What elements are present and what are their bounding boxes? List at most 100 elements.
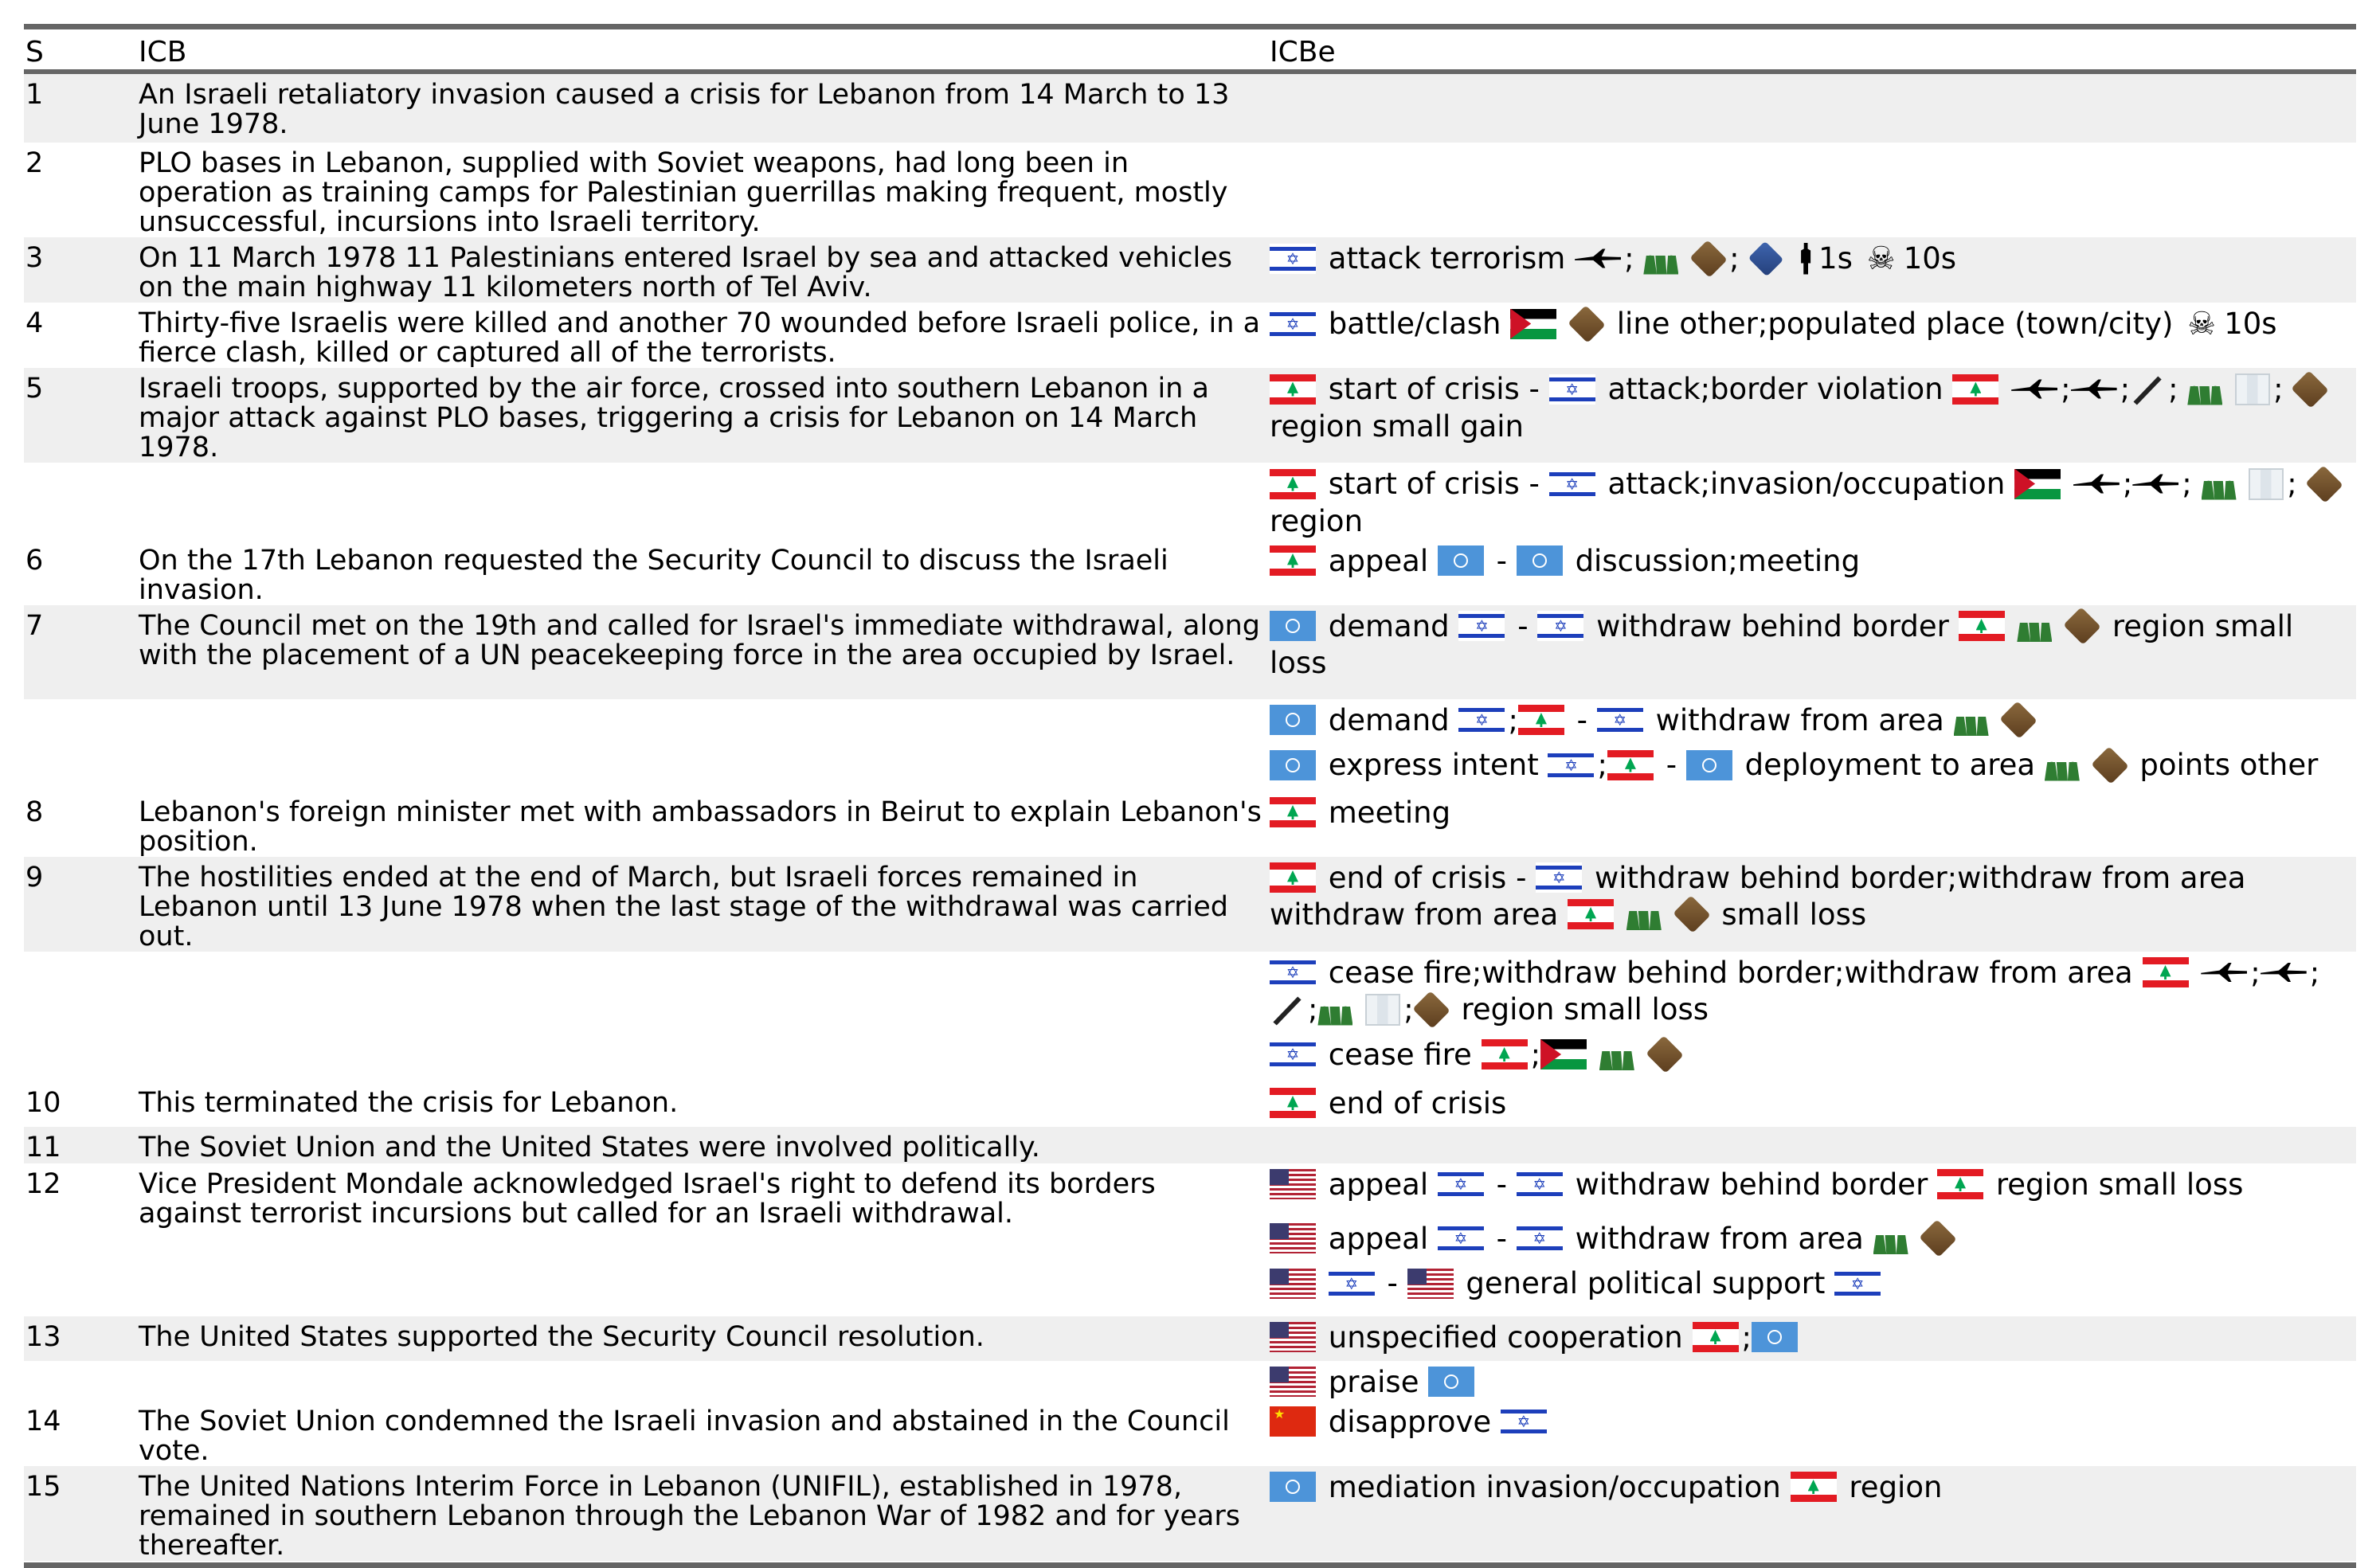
event-entry: - general political support bbox=[1270, 1265, 2353, 1302]
separator: ; bbox=[2168, 372, 2178, 406]
icbe-cell: start of crisis - attack;border violatio… bbox=[1268, 368, 2356, 463]
separator: - bbox=[1666, 748, 1677, 782]
missile-icon bbox=[2133, 376, 2162, 405]
land-icon bbox=[1568, 304, 1606, 343]
flag-un-icon bbox=[1270, 611, 1316, 641]
event-entry: demand - withdraw behind border region s… bbox=[1270, 607, 2353, 682]
flag-israel-icon bbox=[1328, 1268, 1375, 1299]
flag-israel-icon bbox=[1516, 1223, 1563, 1253]
flag-un-icon bbox=[1437, 545, 1484, 576]
icb-text: The United States supported the Security… bbox=[137, 1316, 1268, 1361]
flag-lebanon-icon bbox=[1517, 705, 1564, 735]
header-icb: ICB bbox=[139, 36, 187, 68]
event-text: cease fire bbox=[1328, 1037, 1472, 1072]
icbe-cell: demand - withdraw behind border region s… bbox=[1268, 604, 2356, 699]
event-text: region small loss bbox=[1270, 608, 2294, 681]
icb-text: The hostilities ended at the end of Marc… bbox=[137, 856, 1268, 952]
skull-icon: ☠ bbox=[2187, 305, 2217, 342]
separator: ; bbox=[1729, 241, 1740, 276]
icbe-cell: mediation invasion/occupation region bbox=[1268, 1465, 2356, 1561]
separator: - bbox=[1576, 702, 1588, 737]
flag-usa-icon bbox=[1407, 1268, 1454, 1299]
soldiers-icon bbox=[1317, 1006, 1353, 1026]
event-text: battle/clash bbox=[1328, 307, 1501, 341]
flag-israel-icon bbox=[1270, 1039, 1316, 1069]
separator: ; bbox=[1597, 748, 1607, 782]
table-row: 11 The Soviet Union and the United State… bbox=[24, 1126, 2356, 1163]
flag-palestine-icon bbox=[2014, 468, 2061, 499]
event-text: withdraw behind border bbox=[1596, 608, 1949, 643]
icbe-cell bbox=[1268, 143, 2356, 237]
flag-usa-icon bbox=[1270, 1169, 1316, 1199]
icbe-cell: end of crisis bbox=[1268, 1082, 2356, 1127]
icbe-cell: battle/clash line other;populated place … bbox=[1268, 303, 2356, 368]
event-text: attack terrorism bbox=[1328, 241, 1566, 276]
row-number bbox=[24, 952, 137, 1082]
separator: ; bbox=[1741, 1320, 1752, 1355]
event-text: unspecified cooperation bbox=[1328, 1320, 1683, 1355]
event-text: appeal bbox=[1328, 543, 1429, 578]
flag-lebanon-icon bbox=[1952, 373, 1999, 405]
event-text: end of crisis bbox=[1328, 1085, 1507, 1120]
land-icon bbox=[2090, 745, 2129, 784]
flag-israel-icon bbox=[1270, 243, 1316, 274]
flag-usa-icon bbox=[1270, 1367, 1316, 1397]
table-row: 4 Thirty-five Israelis were killed and a… bbox=[24, 303, 2356, 368]
flag-israel-icon bbox=[1548, 468, 1595, 499]
table-row: 14 The Soviet Union condemned the Israel… bbox=[24, 1401, 2356, 1466]
event-text: withdraw behind border bbox=[1575, 1167, 1928, 1202]
event-text: attack;border violation bbox=[1607, 372, 1944, 406]
separator: ; bbox=[2122, 467, 2133, 501]
casualty-count: 10s bbox=[1903, 241, 1957, 276]
soldiers-icon bbox=[2187, 385, 2223, 405]
flag-un-icon bbox=[1270, 749, 1316, 780]
icb-text: Thirty-five Israelis were killed and ano… bbox=[139, 307, 1261, 369]
row-number: 15 bbox=[24, 1465, 137, 1561]
table-row: start of crisis - attack;invasion/occupa… bbox=[24, 463, 2356, 540]
row-number: 1 bbox=[24, 74, 137, 143]
table-row: 15 The United Nations Interim Force in L… bbox=[24, 1465, 2356, 1561]
soldiers-icon bbox=[1953, 717, 1989, 736]
separator: - bbox=[1517, 608, 1529, 643]
event-entry: cease fire;withdraw behind border;withdr… bbox=[1270, 955, 2353, 1029]
missile-icon bbox=[1273, 996, 1302, 1026]
icb-text: The Soviet Union condemned the Israeli i… bbox=[139, 1405, 1230, 1467]
icbe-cell: appeal - discussion;meeting bbox=[1268, 540, 2356, 605]
event-text: demand bbox=[1328, 608, 1450, 643]
flag-un-icon bbox=[1270, 705, 1316, 735]
row-number: 5 bbox=[24, 368, 137, 463]
flag-lebanon-icon bbox=[1270, 545, 1316, 576]
flag-china-icon bbox=[1270, 1406, 1316, 1437]
icbe-cell: attack terrorism ; ; 1s ☠10s bbox=[1268, 237, 2356, 303]
flag-usa-icon bbox=[1270, 1322, 1316, 1352]
soldiers-icon bbox=[1873, 1235, 1908, 1254]
event-text: cease fire;withdraw behind border;withdr… bbox=[1328, 955, 2133, 990]
land-icon bbox=[1411, 990, 1450, 1029]
separator: ; bbox=[1403, 992, 1414, 1026]
event-text: start of crisis - bbox=[1328, 372, 1540, 406]
icbe-cell bbox=[1268, 74, 2356, 143]
flag-lebanon-icon bbox=[1270, 1088, 1316, 1118]
row-number: 9 bbox=[24, 856, 137, 952]
icb-text bbox=[137, 699, 1268, 792]
separator: ; bbox=[2287, 467, 2297, 501]
flag-israel-icon bbox=[1270, 308, 1316, 339]
table-row: 10 This terminated the crisis for Lebano… bbox=[24, 1082, 2356, 1127]
casualty-count: 10s bbox=[2224, 307, 2277, 341]
map-icon bbox=[2249, 467, 2284, 500]
row-number: 2 bbox=[25, 147, 44, 179]
event-entry: start of crisis - attack;invasion/occupa… bbox=[1270, 464, 2353, 540]
icb-comparison-table-container: S ICB ICBe 1 An Israeli retaliatory inva… bbox=[24, 24, 2356, 1568]
flag-lebanon-icon bbox=[1270, 862, 1316, 893]
event-text: deployment to area bbox=[1744, 748, 2036, 782]
event-entry: demand ; - withdraw from area bbox=[1270, 701, 2353, 740]
row-number: 14 bbox=[25, 1405, 61, 1437]
land-icon bbox=[1689, 239, 1728, 278]
event-entry: appeal - discussion;meeting bbox=[1270, 543, 2353, 580]
icb-text bbox=[137, 952, 1268, 1082]
flag-israel-icon bbox=[1596, 705, 1643, 735]
event-entry: cease fire ; bbox=[1270, 1035, 2353, 1074]
event-text: appeal bbox=[1328, 1167, 1429, 1202]
icbe-cell bbox=[1268, 1126, 2356, 1163]
land-icon bbox=[1919, 1219, 1958, 1257]
